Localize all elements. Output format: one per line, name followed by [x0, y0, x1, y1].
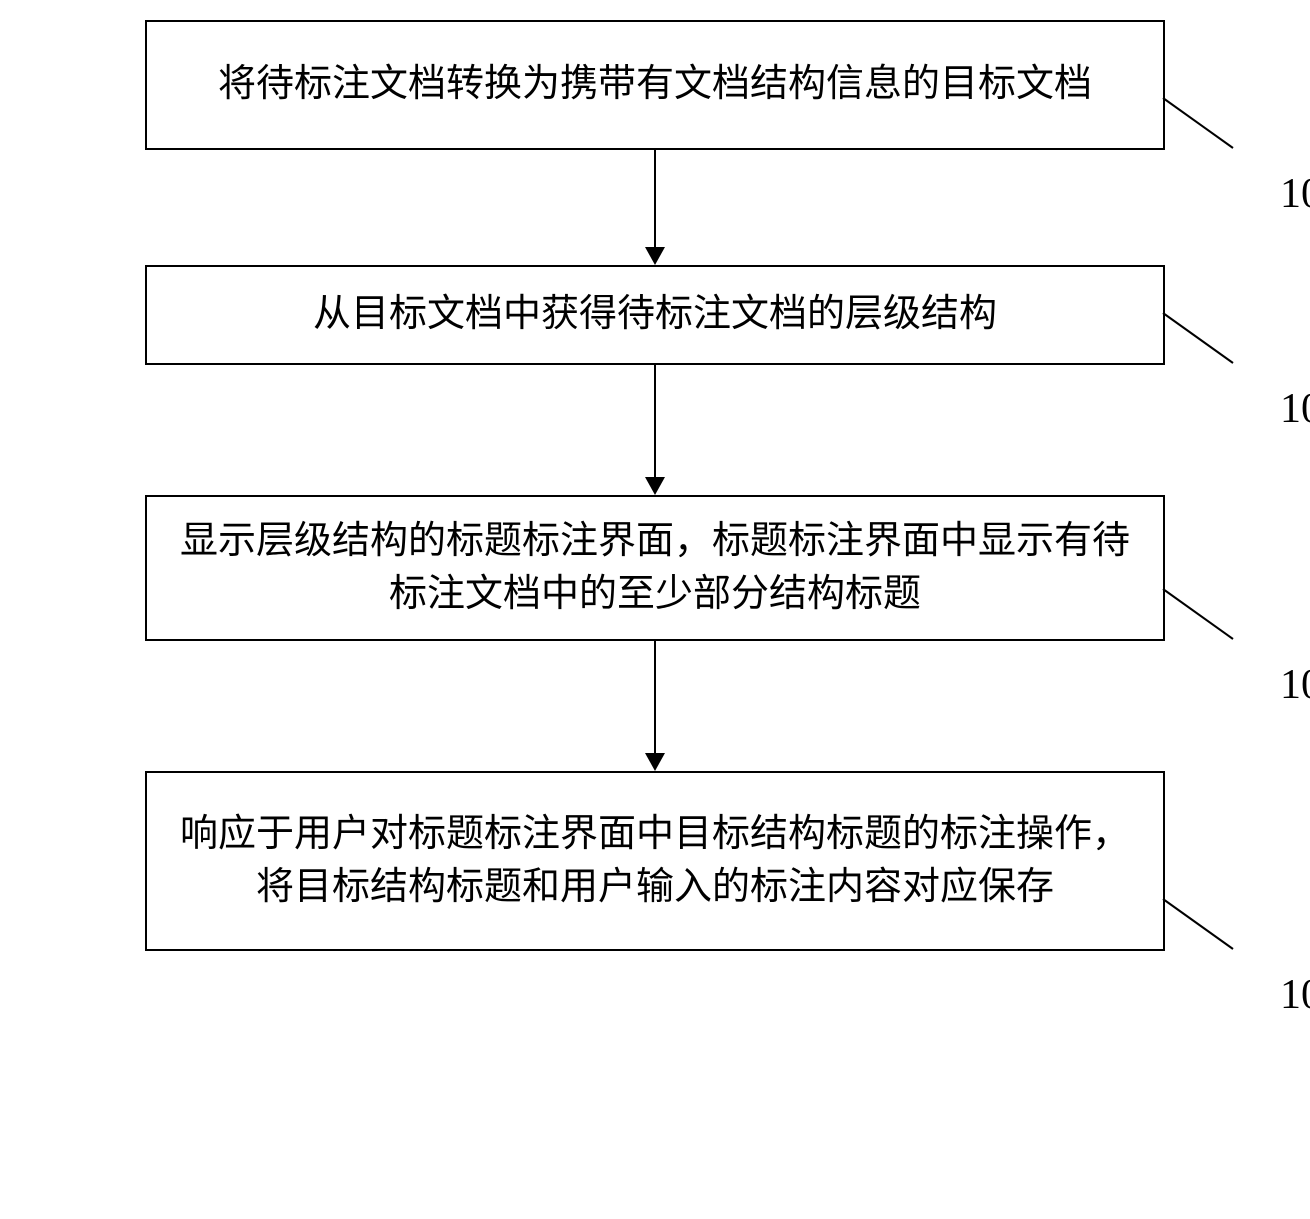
arrow-head-icon: [645, 247, 665, 265]
flow-step-2: 从目标文档中获得待标注文档的层级结构 102: [20, 265, 1290, 495]
label-connector-2: [1163, 313, 1253, 373]
arrow-line-3: [654, 641, 656, 753]
flow-box-text-1: 将待标注文档转换为携带有文档结构信息的目标文档: [218, 58, 1092, 111]
arrow-1: [645, 150, 665, 265]
arrow-line-1: [654, 150, 656, 247]
arrow-head-icon: [645, 753, 665, 771]
flow-box-text-4: 响应于用户对标题标注界面中目标结构标题的标注操作，将目标结构标题和用户输入的标注…: [177, 808, 1133, 914]
flow-label-3: 103: [1280, 661, 1310, 709]
flow-step-4: 响应于用户对标题标注界面中目标结构标题的标注操作，将目标结构标题和用户输入的标注…: [20, 771, 1290, 951]
label-connector-1: [1163, 98, 1253, 158]
flow-box-4: 响应于用户对标题标注界面中目标结构标题的标注操作，将目标结构标题和用户输入的标注…: [145, 771, 1165, 951]
flow-box-text-2: 从目标文档中获得待标注文档的层级结构: [313, 288, 997, 341]
arrow-head-icon: [645, 477, 665, 495]
flow-label-2: 102: [1280, 385, 1310, 433]
label-connector-4: [1163, 899, 1253, 959]
flow-box-text-3: 显示层级结构的标题标注界面，标题标注界面中显示有待标注文档中的至少部分结构标题: [177, 515, 1133, 621]
flow-box-2: 从目标文档中获得待标注文档的层级结构 102: [145, 265, 1165, 365]
flow-box-3: 显示层级结构的标题标注界面，标题标注界面中显示有待标注文档中的至少部分结构标题 …: [145, 495, 1165, 641]
flow-label-1: 101: [1280, 170, 1310, 218]
arrow-2: [645, 365, 665, 495]
flow-label-4: 104: [1280, 971, 1310, 1019]
arrow-line-2: [654, 365, 656, 477]
flow-step-3: 显示层级结构的标题标注界面，标题标注界面中显示有待标注文档中的至少部分结构标题 …: [20, 495, 1290, 771]
flowchart-container: 将待标注文档转换为携带有文档结构信息的目标文档 101 从目标文档中获得待标注文…: [20, 20, 1290, 951]
label-connector-3: [1163, 589, 1253, 649]
flow-step-1: 将待标注文档转换为携带有文档结构信息的目标文档 101: [20, 20, 1290, 265]
arrow-3: [645, 641, 665, 771]
flow-box-1: 将待标注文档转换为携带有文档结构信息的目标文档 101: [145, 20, 1165, 150]
